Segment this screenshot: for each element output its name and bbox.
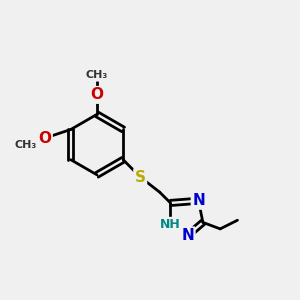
Text: O: O [91, 87, 103, 102]
Text: NH: NH [160, 218, 181, 231]
Text: N: N [192, 193, 205, 208]
Text: N: N [182, 228, 194, 243]
Text: S: S [135, 169, 146, 184]
Text: CH₃: CH₃ [86, 70, 108, 80]
Text: CH₃: CH₃ [14, 140, 37, 150]
Text: O: O [38, 130, 51, 146]
